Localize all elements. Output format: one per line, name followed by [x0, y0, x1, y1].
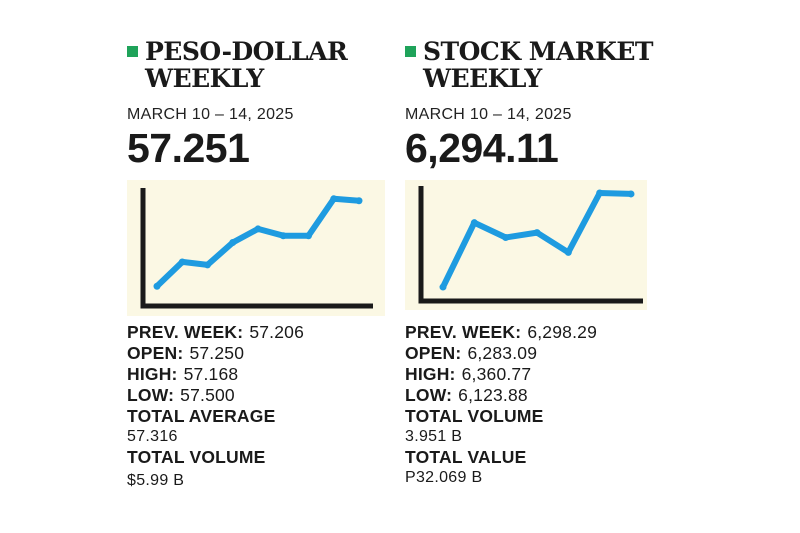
stock-title-line2: WEEKLY: [423, 64, 542, 93]
peso-total-volume-value: $5.99 B: [127, 472, 185, 489]
stat-label: PREV. WEEK:: [405, 322, 522, 342]
stock-total-value-value: P32.069 B: [405, 469, 483, 486]
peso-chart-svg: [140, 188, 373, 309]
stat-label: OPEN:: [127, 343, 184, 363]
peso-title: PESO-DOLLAR WEEKLY: [145, 37, 348, 93]
data-point: [305, 232, 312, 240]
chart-axes: [140, 188, 373, 309]
data-point: [204, 261, 211, 269]
stock-big-value: 6,294.11: [405, 125, 559, 171]
peso-stat-high: HIGH: 57.168: [127, 364, 389, 385]
stock-total-volume-value: 3.951 B: [405, 428, 463, 445]
peso-stat-prev-week: PREV. WEEK: 57.206: [127, 322, 389, 343]
stock-total-value-label: TOTAL VALUE: [405, 447, 527, 467]
stat-value: 6,298.29: [527, 322, 598, 342]
peso-stats: PREV. WEEK: 57.206 OPEN: 57.250 HIGH: 57.16…: [127, 322, 389, 491]
data-point: [502, 234, 510, 242]
data-point: [470, 219, 478, 227]
stock-market-panel: STOCK MARKET WEEKLY MARCH 10 – 14, 2025 …: [405, 38, 680, 488]
stock-chart: [405, 180, 647, 310]
stat-label: LOW:: [127, 385, 175, 405]
stock-title-row: STOCK MARKET WEEKLY: [405, 38, 680, 92]
data-point: [439, 283, 447, 291]
peso-chart: [127, 180, 385, 316]
data-point: [229, 239, 237, 247]
stat-label: PREV. WEEK:: [127, 322, 244, 342]
stat-value: 6,123.88: [458, 385, 528, 405]
peso-stat-low: LOW: 57.500: [127, 385, 389, 406]
data-point: [355, 197, 363, 205]
chart-axes: [418, 186, 643, 304]
data-point: [178, 258, 186, 266]
data-point: [153, 282, 161, 290]
stat-label: HIGH:: [127, 364, 178, 384]
stock-title-line1: STOCK MARKET: [423, 37, 654, 66]
data-point: [254, 225, 262, 233]
peso-total-average-value: 57.316: [127, 428, 178, 445]
data-point: [533, 229, 541, 237]
data-point: [596, 189, 604, 197]
stat-label: HIGH:: [405, 364, 456, 384]
green-square-icon: [127, 46, 138, 57]
peso-total-volume-label: TOTAL VOLUME: [127, 447, 266, 467]
stat-value: 57.500: [180, 385, 235, 405]
stock-stat-high: HIGH: 6,360.77: [405, 364, 680, 385]
stat-value: 6,360.77: [461, 364, 532, 384]
peso-title-line1: PESO-DOLLAR: [145, 37, 348, 66]
peso-dollar-panel: PESO-DOLLAR WEEKLY MARCH 10 – 14, 2025 5…: [127, 38, 389, 491]
stock-title: STOCK MARKET WEEKLY: [423, 37, 654, 93]
data-point: [564, 248, 572, 256]
stat-value: 6,283.09: [467, 343, 538, 363]
stat-value: 57.168: [183, 364, 239, 384]
stat-label: OPEN:: [405, 343, 462, 363]
series-line: [154, 195, 362, 290]
stock-date: MARCH 10 – 14, 2025: [405, 106, 572, 123]
data-point: [330, 195, 338, 203]
stock-chart-svg: [418, 186, 643, 304]
peso-date: MARCH 10 – 14, 2025: [127, 106, 294, 123]
stat-value: 57.206: [249, 322, 305, 342]
stock-total-volume-label: TOTAL VOLUME: [405, 406, 544, 426]
stat-value: 57.250: [189, 343, 245, 363]
stock-stat-low: LOW: 6,123.88: [405, 385, 680, 406]
stat-label: LOW:: [405, 385, 453, 405]
stock-stat-prev-week: PREV. WEEK: 6,298.29: [405, 322, 680, 343]
peso-title-row: PESO-DOLLAR WEEKLY: [127, 38, 389, 92]
green-square-icon: [405, 46, 416, 57]
peso-big-value: 57.251: [127, 125, 250, 171]
stock-stat-open: OPEN: 6,283.09: [405, 343, 680, 364]
data-point: [279, 232, 287, 240]
data-point: [627, 190, 635, 198]
stock-stats: PREV. WEEK: 6,298.29 OPEN: 6,283.09 HIGH: 6…: [405, 322, 680, 488]
peso-title-line2: WEEKLY: [145, 64, 264, 93]
peso-stat-open: OPEN: 57.250: [127, 343, 389, 364]
peso-total-average-label: TOTAL AVERAGE: [127, 406, 276, 426]
series-line: [440, 190, 634, 290]
